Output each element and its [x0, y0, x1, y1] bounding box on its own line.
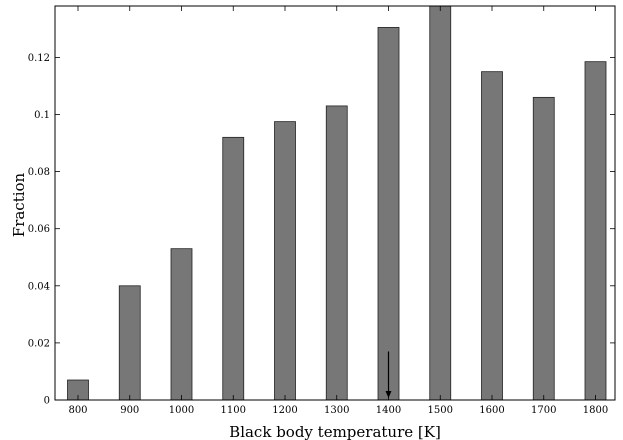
- bar-1600: [481, 71, 503, 401]
- bar-1500: [429, 5, 452, 401]
- y-tick-label: 0: [44, 396, 50, 407]
- x-tick-label: 1400: [376, 405, 401, 416]
- bar-1100: [222, 136, 245, 401]
- bar-1300: [325, 105, 348, 401]
- x-axis-title: Black body temperature [K]: [229, 423, 441, 440]
- bars-group: [67, 5, 607, 401]
- y-tick-label: 0.08: [28, 167, 50, 178]
- y-axis-ticks: 0 0.02 0.04 0.06 0.08 0.1 0.12: [28, 53, 615, 407]
- y-tick-label: 0.06: [28, 224, 50, 235]
- y-tick-label: 0.12: [28, 53, 50, 64]
- bar-1700: [532, 96, 555, 401]
- x-tick-label: 900: [120, 405, 139, 416]
- x-tick-label: 1800: [583, 405, 608, 416]
- x-tick-label: 800: [68, 405, 87, 416]
- x-tick-label: 1100: [221, 405, 246, 416]
- x-tick-label: 1300: [324, 405, 349, 416]
- x-tick-label: 1500: [428, 405, 453, 416]
- bar-1000: [170, 248, 193, 401]
- bar-1400: [377, 27, 400, 401]
- y-tick-label: 0.02: [28, 338, 50, 349]
- plot-frame: [54, 5, 616, 401]
- bar-1800: [584, 61, 607, 401]
- y-tick-label: 0.04: [28, 281, 50, 292]
- y-tick-label: 0.1: [34, 110, 50, 121]
- x-tick-label: 1700: [531, 405, 556, 416]
- x-tick-label: 1200: [272, 405, 297, 416]
- annotation-group: [385, 351, 392, 398]
- bar-900: [118, 285, 141, 401]
- x-axis-ticks: 800 900 1000 1100 1200 1300 1400 1500 1600 1700 18…: [68, 6, 608, 416]
- x-tick-label: 1000: [169, 405, 194, 416]
- arrow-head-icon: [385, 391, 392, 398]
- y-axis-title: Fraction: [10, 172, 28, 237]
- x-tick-label: 1600: [479, 405, 504, 416]
- bar-1200: [274, 121, 296, 401]
